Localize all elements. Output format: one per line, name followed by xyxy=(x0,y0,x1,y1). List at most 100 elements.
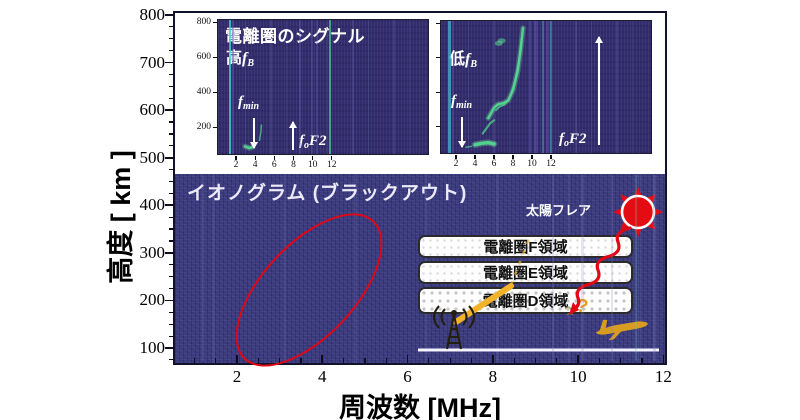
inset-striation xyxy=(529,21,532,153)
x-minor-tick xyxy=(193,358,195,363)
echo-trace xyxy=(481,119,496,135)
x-tick-label: 8 xyxy=(488,367,498,386)
fof2-rest: F2 xyxy=(309,133,327,149)
inset-y-tick xyxy=(436,91,440,93)
x-minor-tick xyxy=(215,358,217,363)
inset-y-tick xyxy=(213,56,217,58)
y-minor-tick xyxy=(169,121,174,123)
inset-x-tick-label: 10 xyxy=(527,159,537,169)
cond-sub: B xyxy=(247,58,255,69)
y-major-tick xyxy=(165,252,174,254)
inset-x-tick-label: 6 xyxy=(271,160,277,170)
noise-striation xyxy=(653,175,657,361)
fmin-arrow xyxy=(457,117,466,148)
y-major-tick xyxy=(165,156,174,159)
y-minor-tick xyxy=(169,73,174,76)
y-minor-tick xyxy=(169,240,174,242)
inset-x-tick xyxy=(235,156,237,160)
y-minor-tick xyxy=(169,85,174,87)
inset-x-tick-label: 10 xyxy=(307,160,318,170)
inset-y-tick xyxy=(436,22,440,24)
fof2-arrow xyxy=(594,36,603,145)
inset-striation xyxy=(541,21,544,153)
inset-x-tick-label: 12 xyxy=(327,160,337,170)
y-minor-tick xyxy=(169,287,174,290)
fof2-sub: o xyxy=(564,138,569,149)
inset-striation xyxy=(549,21,552,153)
inset-x-tick xyxy=(273,156,275,160)
fmin-arrow xyxy=(249,118,258,149)
region-box-e: 電離圏E領域 xyxy=(418,261,633,284)
y-minor-tick xyxy=(169,97,174,99)
fmin-label: fmin xyxy=(238,94,259,112)
y-minor-tick xyxy=(169,335,174,337)
x-minor-tick xyxy=(364,358,366,363)
fof2-var: f xyxy=(559,131,564,147)
y-minor-tick xyxy=(169,133,174,135)
y-tick-label: 200 xyxy=(139,290,166,310)
x-major-tick xyxy=(662,355,665,363)
inset-x-tick xyxy=(312,156,314,160)
x-major-tick xyxy=(321,355,324,363)
x-minor-tick xyxy=(428,358,430,363)
fmin-sub: min xyxy=(243,101,260,112)
fmin-var: f xyxy=(451,93,456,109)
x-tick-label: 10 xyxy=(569,367,587,386)
inset-low-fb-ionogram: 低fB fmin foF2 xyxy=(440,20,652,154)
y-minor-tick xyxy=(169,276,174,278)
x-tick-label: 12 xyxy=(654,367,672,386)
fof2-var: f xyxy=(299,133,304,149)
fof2-arrow xyxy=(288,121,297,150)
x-major-tick xyxy=(492,355,494,363)
inset-y-tick xyxy=(213,126,217,128)
x-major-tick xyxy=(577,355,579,363)
inset-y-tick xyxy=(436,126,440,127)
fmin-label: fmin xyxy=(451,93,472,111)
y-minor-tick xyxy=(169,50,174,52)
inset-x-tick-label: 2 xyxy=(453,159,459,169)
inset-striation xyxy=(535,21,539,153)
y-minor-tick xyxy=(169,26,174,28)
y-minor-tick xyxy=(169,192,174,194)
y-major-tick xyxy=(165,61,174,64)
x-tick-label: 2 xyxy=(232,367,242,386)
airplane-icon xyxy=(595,319,648,341)
y-major-tick xyxy=(165,204,174,207)
y-minor-tick xyxy=(169,323,174,325)
fof2-label: foF2 xyxy=(299,133,327,151)
fof2-label: foF2 xyxy=(559,131,587,149)
inset-x-tick xyxy=(474,155,476,159)
x-minor-tick xyxy=(385,358,387,363)
inset-x-tick xyxy=(550,155,552,159)
inset-y-tick xyxy=(436,57,440,59)
inset-x-tick-label: 6 xyxy=(491,159,497,169)
x-tick-label: 4 xyxy=(318,367,327,386)
inset-y-tick-label: 400 xyxy=(196,87,211,98)
fof2-rest: F2 xyxy=(569,131,587,147)
y-minor-tick xyxy=(169,264,174,266)
inset-y-tick-label: 200 xyxy=(196,122,211,133)
x-minor-tick xyxy=(257,358,259,363)
inset-y-tick xyxy=(213,91,217,93)
inset-x-tick-label: 4 xyxy=(472,159,478,169)
echo-trace xyxy=(495,37,523,112)
cond-var: f xyxy=(465,51,471,68)
inset-x-tick xyxy=(254,156,256,160)
x-minor-tick xyxy=(641,358,643,363)
noise-striation xyxy=(634,175,637,361)
fmin-sub: min xyxy=(456,100,473,111)
inset-y-tick-label: 600 xyxy=(196,52,211,63)
y-tick-label: 300 xyxy=(139,242,166,262)
y-tick-label: 500 xyxy=(139,147,166,167)
x-minor-tick xyxy=(343,358,345,363)
x-tick-label: 6 xyxy=(403,367,412,386)
inset-band: 電離圏のシグナル 高fB fmin foF2 低fB xyxy=(175,13,665,174)
echo-trace xyxy=(487,26,525,120)
inset-x-tick-label: 4 xyxy=(252,160,258,170)
y-major-tick xyxy=(165,109,174,112)
blackout-title: イオノグラム (ブラックアウト) xyxy=(187,183,468,204)
x-minor-tick xyxy=(279,358,281,363)
y-tick-label: 100 xyxy=(139,337,166,357)
fof2-sub: o xyxy=(304,140,309,151)
